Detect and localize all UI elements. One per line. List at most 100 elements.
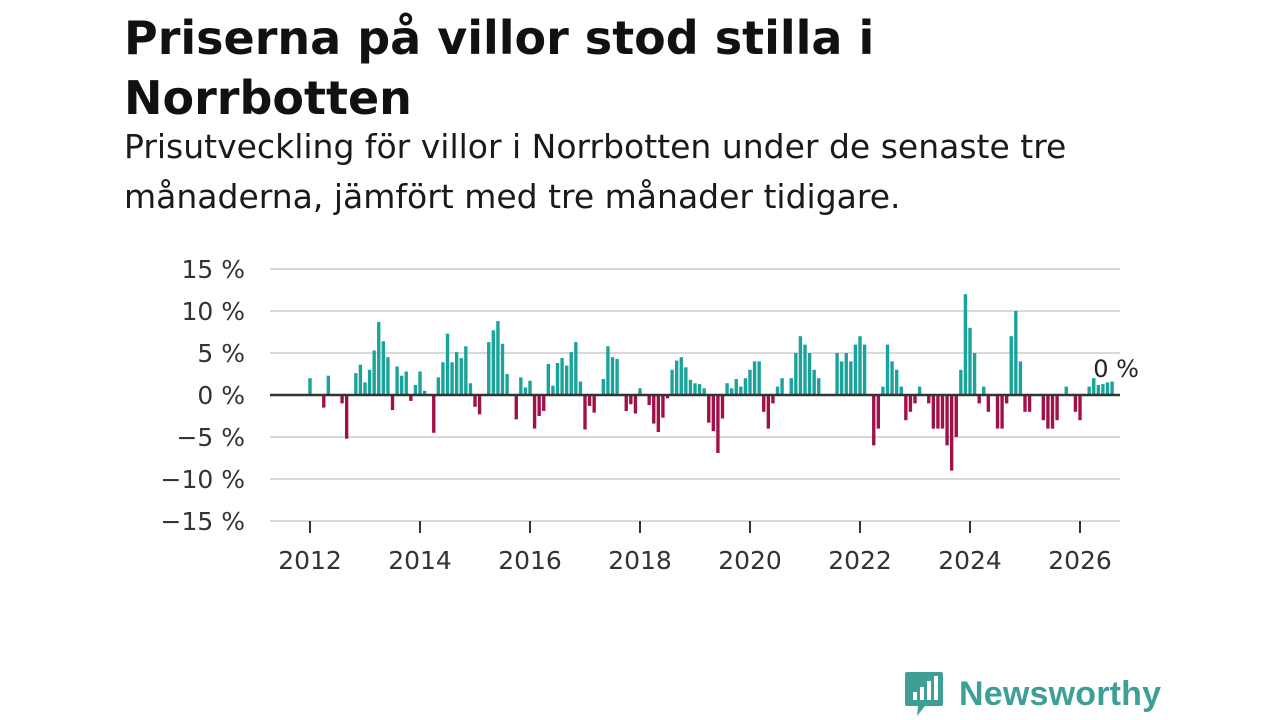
bar xyxy=(757,361,761,395)
bar xyxy=(1018,361,1023,395)
bar xyxy=(496,321,500,395)
bar xyxy=(629,395,633,405)
bar xyxy=(844,353,848,395)
label-layer: 15 % 10 % 5 % 0 % −5 % −10 % −15 % 2012 2014 2016… xyxy=(161,255,1139,575)
bar xyxy=(1078,395,1082,421)
bar xyxy=(519,377,523,395)
bar-layer xyxy=(308,294,1114,471)
x-tick-label: 2022 xyxy=(828,546,892,575)
bar xyxy=(1014,311,1018,395)
bar xyxy=(555,363,560,395)
bar xyxy=(344,395,349,439)
bar xyxy=(459,358,463,395)
bar xyxy=(766,395,771,429)
bar xyxy=(615,358,619,395)
bar xyxy=(904,395,908,421)
bar xyxy=(881,386,885,395)
bar xyxy=(487,342,491,395)
bar xyxy=(789,378,793,395)
bar xyxy=(647,395,651,406)
bar xyxy=(674,360,679,395)
bar xyxy=(450,362,454,395)
bar xyxy=(729,388,734,395)
bar xyxy=(720,395,725,419)
bar xyxy=(1055,395,1059,421)
bar xyxy=(849,361,853,395)
bar xyxy=(464,346,468,395)
x-tick-label: 2020 xyxy=(718,546,782,575)
bar xyxy=(748,369,752,395)
bar xyxy=(762,395,766,412)
bar xyxy=(409,395,413,401)
bar xyxy=(876,395,881,429)
bar xyxy=(968,327,972,395)
bar xyxy=(560,358,564,395)
bar xyxy=(363,382,367,395)
bar xyxy=(995,395,1000,429)
bar xyxy=(963,294,968,395)
bar xyxy=(927,395,931,404)
bar xyxy=(936,395,940,429)
last-value-label: 0 % xyxy=(1093,355,1139,383)
bar xyxy=(899,386,903,395)
bar xyxy=(803,344,807,395)
bar xyxy=(661,395,665,418)
bar xyxy=(739,386,743,395)
bar xyxy=(954,395,958,437)
bar xyxy=(812,369,816,395)
bar xyxy=(468,383,473,395)
bar xyxy=(931,395,936,429)
chart-title: Priserna på villor stod stilla i Norrbot… xyxy=(124,11,875,125)
bar xyxy=(986,395,991,412)
bar xyxy=(372,350,376,395)
bar xyxy=(587,395,592,406)
bar xyxy=(477,395,482,415)
bar xyxy=(436,377,441,395)
bar xyxy=(743,378,748,395)
bar xyxy=(564,365,569,395)
bar xyxy=(780,378,784,395)
bar xyxy=(652,395,656,424)
bar xyxy=(702,388,706,395)
bar xyxy=(1050,395,1055,429)
bar xyxy=(322,395,326,408)
bar xyxy=(959,369,963,395)
bar xyxy=(610,357,615,395)
y-tick-label: −15 % xyxy=(161,507,245,536)
bar xyxy=(377,321,381,395)
bar xyxy=(656,395,661,432)
bar xyxy=(441,362,445,395)
bar xyxy=(542,395,546,411)
chart-subtitle: Prisutveckling för villor i Norrbotten u… xyxy=(124,127,1067,216)
bar xyxy=(505,374,509,395)
bar xyxy=(1009,336,1013,395)
bar xyxy=(1073,395,1078,412)
bar xyxy=(1101,384,1105,395)
x-tick-label: 2016 xyxy=(498,546,562,575)
bar xyxy=(982,386,986,395)
grid-layer xyxy=(270,268,1120,522)
bar xyxy=(601,379,606,395)
bar xyxy=(913,395,917,404)
bar xyxy=(817,378,821,395)
bar xyxy=(500,343,505,395)
bar xyxy=(949,395,954,471)
bar xyxy=(546,363,551,395)
x-tick-label: 2026 xyxy=(1048,546,1112,575)
bar xyxy=(1096,384,1101,395)
brand-logo: Newsworthy xyxy=(903,670,1161,718)
bar xyxy=(711,395,716,432)
bar xyxy=(835,353,839,395)
bar xyxy=(1046,395,1050,429)
bar xyxy=(583,395,587,430)
bar xyxy=(752,361,757,395)
bar xyxy=(574,342,578,395)
bar xyxy=(670,369,674,395)
bar xyxy=(308,378,312,395)
bar xyxy=(326,375,331,395)
bar xyxy=(340,395,344,404)
bar xyxy=(945,395,949,446)
bar xyxy=(1064,386,1068,395)
bar xyxy=(551,385,555,395)
